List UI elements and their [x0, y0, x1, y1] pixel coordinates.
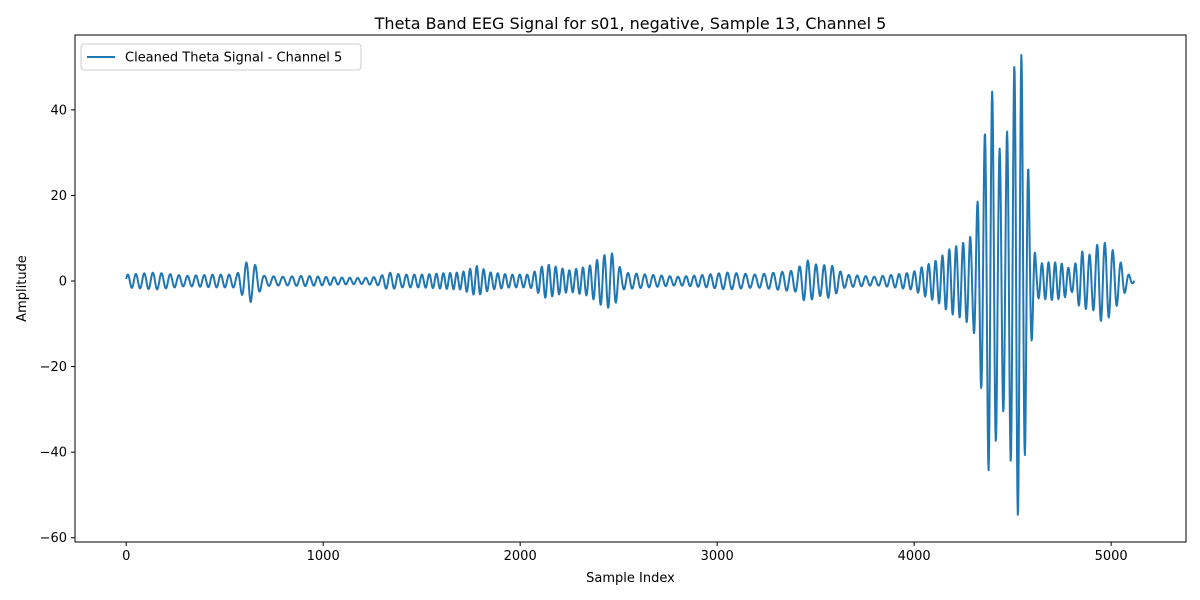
- chart-title: Theta Band EEG Signal for s01, negative,…: [374, 14, 887, 33]
- y-tick-label: −60: [40, 531, 67, 546]
- x-tick-label: 3000: [701, 549, 734, 564]
- x-tick-label: 1000: [307, 549, 340, 564]
- y-tick-label: 0: [59, 275, 67, 290]
- y-tick-label: −40: [40, 446, 67, 461]
- legend-box: [80, 43, 362, 71]
- x-tick-label: 5000: [1095, 549, 1128, 564]
- x-axis: 0 1000 2000 3000 4000 5000: [122, 542, 1128, 564]
- x-tick-label: 4000: [898, 549, 931, 564]
- y-tick-label: 40: [50, 103, 67, 118]
- x-axis-label: Sample Index: [586, 571, 675, 586]
- y-axis-label: Amplitude: [15, 255, 30, 322]
- legend: Cleaned Theta Signal - Channel 5: [80, 43, 362, 71]
- y-axis: −60 −40 −20 0 20 40: [40, 103, 75, 546]
- series-line-theta-channel-5: [125, 54, 1136, 516]
- x-tick-label: 2000: [504, 549, 537, 564]
- plot-area-frame: [74, 34, 1187, 543]
- y-tick-label: −20: [40, 360, 67, 375]
- x-tick-label: 0: [122, 549, 130, 564]
- y-tick-label: 20: [50, 189, 67, 204]
- legend-label: Cleaned Theta Signal - Channel 5: [125, 51, 342, 66]
